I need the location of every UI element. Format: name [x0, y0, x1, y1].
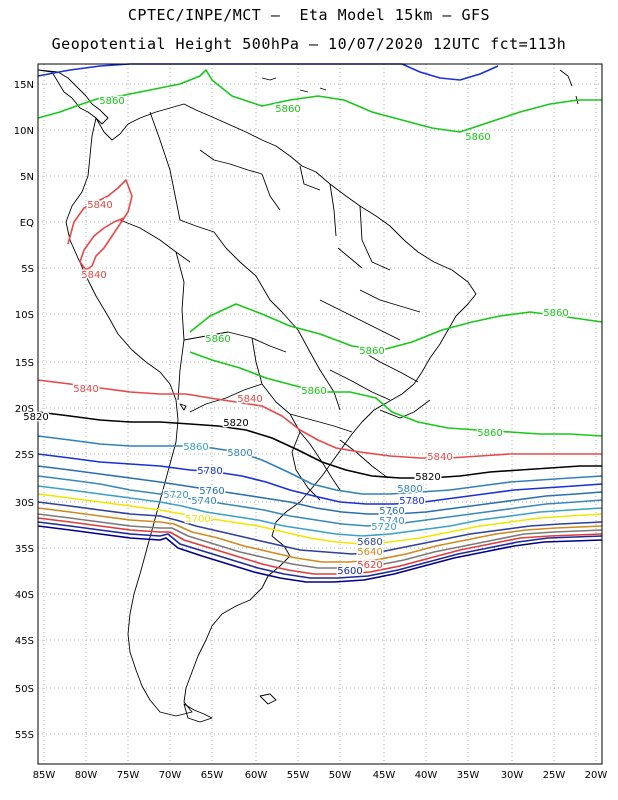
contour-label: 5780 [197, 466, 222, 477]
falklands [259, 693, 277, 705]
lat-label: 35S [15, 544, 34, 555]
contour-5840-south [37, 379, 602, 459]
contour-label: 5740 [191, 496, 216, 507]
contour-labels: 5860 5860 5860 5860 5860 5860 5860 5860 5840 5840… [22, 95, 570, 579]
lon-label: 35W [457, 770, 480, 781]
contour-label: 5800 [397, 484, 422, 495]
lat-label: 45S [15, 636, 34, 647]
lat-label: 15S [15, 358, 34, 369]
contour-label: 5720 [163, 490, 188, 501]
contour-label: 5780 [399, 496, 424, 507]
contour-label: 5860 [183, 442, 208, 453]
contour-label: 5680 [357, 537, 382, 548]
contour-5860-north [37, 69, 602, 133]
contour-5840-andes [67, 179, 133, 271]
tierra-del-fuego [183, 703, 213, 723]
lat-label: 40S [15, 590, 34, 601]
contour-blue-north [37, 63, 499, 81]
lon-label: 25W [543, 770, 566, 781]
lon-label: 45W [373, 770, 396, 781]
lon-label: 60W [245, 770, 268, 781]
lat-label: 5S [21, 264, 34, 275]
contour-5800 [37, 435, 603, 495]
contour-label: 5720 [371, 522, 396, 533]
contour-label: 5860 [465, 132, 490, 143]
map-subtitle: Geopotential Height 500hPa – 10/07/2020 … [51, 35, 567, 53]
contour-5860-south2 [189, 351, 603, 437]
contour-5720 [37, 485, 603, 537]
contour-label: 5700 [185, 514, 210, 525]
contour-label: 5740 [379, 516, 404, 527]
contour-label: 5860 [275, 104, 300, 115]
contour-lines [37, 63, 603, 583]
contour-label: 5840 [87, 200, 112, 211]
lat-label: 10S [15, 310, 34, 321]
lat-label: 10N [14, 126, 34, 137]
contour-5760 [37, 465, 603, 515]
contour-label: 5860 [301, 386, 326, 397]
contour-label: 5640 [357, 547, 382, 558]
contour-label: 5600 [337, 566, 362, 577]
contour-5820 [37, 411, 602, 479]
contour-label: 5860 [543, 308, 568, 319]
contour-5620 [37, 517, 603, 575]
lat-label: 15N [14, 80, 34, 91]
contour-label: 5860 [99, 96, 124, 107]
contour-5660 [37, 513, 603, 569]
contour-label: 5840 [81, 270, 106, 281]
lon-label: 30W [501, 770, 524, 781]
lon-label: 70W [159, 770, 182, 781]
lat-label: 25S [15, 450, 34, 461]
lon-label: 40W [415, 770, 438, 781]
lon-label: 80W [75, 770, 98, 781]
lat-label: EQ [20, 218, 34, 229]
lon-label: 75W [117, 770, 140, 781]
contour-label: 5820 [415, 472, 440, 483]
contour-label: 5820 [23, 412, 48, 423]
contour-5700 [37, 493, 603, 545]
lat-label: 30S [15, 498, 34, 509]
contour-label: 5760 [379, 506, 404, 517]
contour-label: 5840 [73, 384, 98, 395]
contour-5740 [37, 475, 603, 527]
contour-label: 5820 [223, 418, 248, 429]
lon-label: 65W [201, 770, 224, 781]
caribbean-islands [261, 69, 579, 105]
contour-5640 [37, 507, 603, 563]
lon-label: 20W [585, 770, 608, 781]
map-title: CPTEC/INPE/MCT – Eta Model 15km – GFS [127, 6, 491, 24]
lon-label: 55W [287, 770, 310, 781]
contour-label: 5840 [237, 394, 262, 405]
lat-lon-grid [38, 64, 602, 764]
lon-label: 50W [329, 770, 352, 781]
contour-label: 5860 [205, 334, 230, 345]
contour-5780 [37, 453, 603, 505]
contour-label: 5800 [227, 448, 252, 459]
contour-label: 5860 [477, 428, 502, 439]
lat-label: 50S [15, 684, 34, 695]
longitude-labels: 85W 80W 75W 70W 65W 60W 55W 50W 45W 40W 35W 30W 25W 2… [33, 770, 608, 781]
contour-label: 5760 [199, 486, 224, 497]
contour-5860-south [189, 303, 603, 351]
map-frame [37, 63, 603, 765]
contour-5680 [37, 501, 603, 555]
contour-label: 5840 [427, 452, 452, 463]
lat-label: 5N [20, 172, 34, 183]
contour-label: 5860 [359, 346, 384, 357]
lat-label: 55S [15, 730, 34, 741]
contour-5600 [37, 521, 603, 579]
contour-label: 5620 [357, 560, 382, 571]
lat-label: 20S [15, 404, 34, 415]
country-borders [119, 111, 431, 501]
central-america-coast [37, 69, 109, 125]
latitude-labels: 15N 10N 5N EQ 5S 10S 15S 20S 25S 30S 35S 40S 45S 50S 5… [14, 80, 34, 741]
lon-label: 85W [33, 770, 56, 781]
contour-5580 [37, 525, 603, 583]
